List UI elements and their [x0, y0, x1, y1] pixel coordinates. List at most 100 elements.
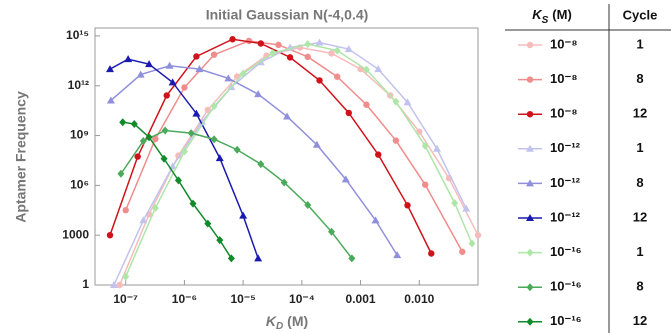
- data-point: [348, 254, 356, 263]
- data-point: [224, 74, 233, 82]
- data-point: [304, 40, 312, 49]
- data-point: [468, 239, 476, 248]
- data-point: [105, 65, 114, 73]
- data-point: [421, 181, 429, 188]
- plot-frame: [94, 27, 479, 286]
- x-tick-label: 10⁻⁴: [289, 292, 315, 306]
- data-point: [462, 204, 471, 212]
- series-line: [125, 40, 463, 253]
- legend-cycle: 1: [636, 244, 643, 259]
- data-point: [451, 198, 459, 207]
- data-point: [312, 140, 321, 148]
- data-point: [204, 106, 211, 114]
- y-tick-label: 10¹²: [68, 78, 89, 92]
- data-point: [428, 250, 435, 257]
- data-point: [210, 51, 218, 58]
- legend-ks: 10⁻⁸: [550, 36, 577, 51]
- data-point: [124, 55, 133, 63]
- data-point: [106, 96, 115, 104]
- legend-ks-subscript: S: [542, 15, 549, 26]
- data-point: [474, 231, 482, 239]
- legend-cycle: 8: [636, 71, 643, 86]
- data-point: [145, 133, 153, 142]
- data-point: [152, 135, 159, 143]
- legend-ks: 10⁻¹²: [550, 209, 581, 224]
- data-point: [165, 61, 174, 69]
- data-point: [403, 98, 412, 106]
- data-point: [375, 151, 382, 158]
- legend-ks: 10⁻¹²: [550, 175, 581, 190]
- data-point: [229, 36, 236, 43]
- data-point: [334, 73, 341, 80]
- data-point: [227, 254, 235, 263]
- data-point: [180, 147, 188, 156]
- data-point: [328, 50, 335, 57]
- legend-ks: 10⁻¹⁶: [550, 244, 582, 259]
- data-point: [280, 178, 288, 187]
- y-tick-label: 1000: [62, 227, 89, 241]
- data-point: [257, 40, 265, 47]
- data-point: [286, 54, 294, 61]
- x-axis-label: KD (M): [266, 313, 308, 332]
- data-point: [189, 199, 197, 208]
- data-point: [198, 117, 207, 125]
- chart-title: Initial Gaussian N(-4,0.4): [206, 7, 369, 23]
- data-point: [304, 53, 311, 61]
- y-tick-label: 10⁹: [70, 128, 89, 142]
- data-point: [345, 109, 352, 117]
- data-point: [204, 219, 212, 228]
- data-point: [192, 109, 201, 117]
- data-point: [116, 281, 123, 289]
- data-point: [254, 90, 263, 98]
- legend-header-ks: KS (M): [532, 7, 572, 25]
- x-label-subscript: D: [276, 321, 283, 332]
- data-point: [392, 137, 400, 144]
- legend-cycle: 12: [633, 209, 647, 224]
- data-point: [119, 118, 127, 127]
- legend-swatch: [526, 283, 534, 292]
- data-point: [333, 46, 341, 55]
- legend-swatch: [526, 111, 534, 118]
- data-point: [432, 144, 441, 152]
- data-point: [283, 112, 292, 120]
- data-point: [363, 101, 370, 108]
- data-point: [210, 135, 218, 144]
- x-tick-label: 10⁻⁷: [113, 292, 138, 306]
- legend-cycle: 1: [636, 140, 643, 155]
- legend-cycle: 12: [633, 313, 647, 328]
- data-point: [404, 202, 411, 209]
- data-point: [134, 153, 141, 160]
- legend-ks-symbol: K: [532, 7, 543, 22]
- data-point: [106, 231, 114, 239]
- data-point: [215, 154, 224, 162]
- series-line: [125, 43, 473, 277]
- data-point: [316, 77, 323, 84]
- legend-swatch: [526, 41, 534, 49]
- data-point: [254, 254, 263, 262]
- legend-ks: 10⁻¹⁶: [550, 313, 582, 328]
- data-point: [117, 169, 125, 178]
- data-point: [210, 102, 218, 111]
- y-tick-label: 10¹⁵: [66, 28, 89, 42]
- data-point: [193, 53, 200, 60]
- data-point: [136, 70, 145, 78]
- legend-ks-unit: (M): [552, 7, 572, 22]
- data-point: [130, 119, 138, 128]
- x-tick-label: 0.001: [346, 292, 376, 306]
- x-tick-label: 0.010: [404, 292, 434, 306]
- data-point: [344, 45, 353, 53]
- data-point: [233, 145, 241, 154]
- data-point: [374, 65, 383, 73]
- data-point: [341, 175, 350, 183]
- data-point: [304, 200, 312, 209]
- x-tick-label: 10⁻⁶: [172, 292, 197, 306]
- legend-swatch: [526, 248, 534, 257]
- legend-swatch: [526, 317, 534, 326]
- data-point: [315, 38, 324, 46]
- data-point: [174, 176, 182, 185]
- data-point: [122, 206, 129, 214]
- data-point: [392, 97, 400, 106]
- data-point: [362, 65, 370, 74]
- legend-swatch: [526, 144, 534, 152]
